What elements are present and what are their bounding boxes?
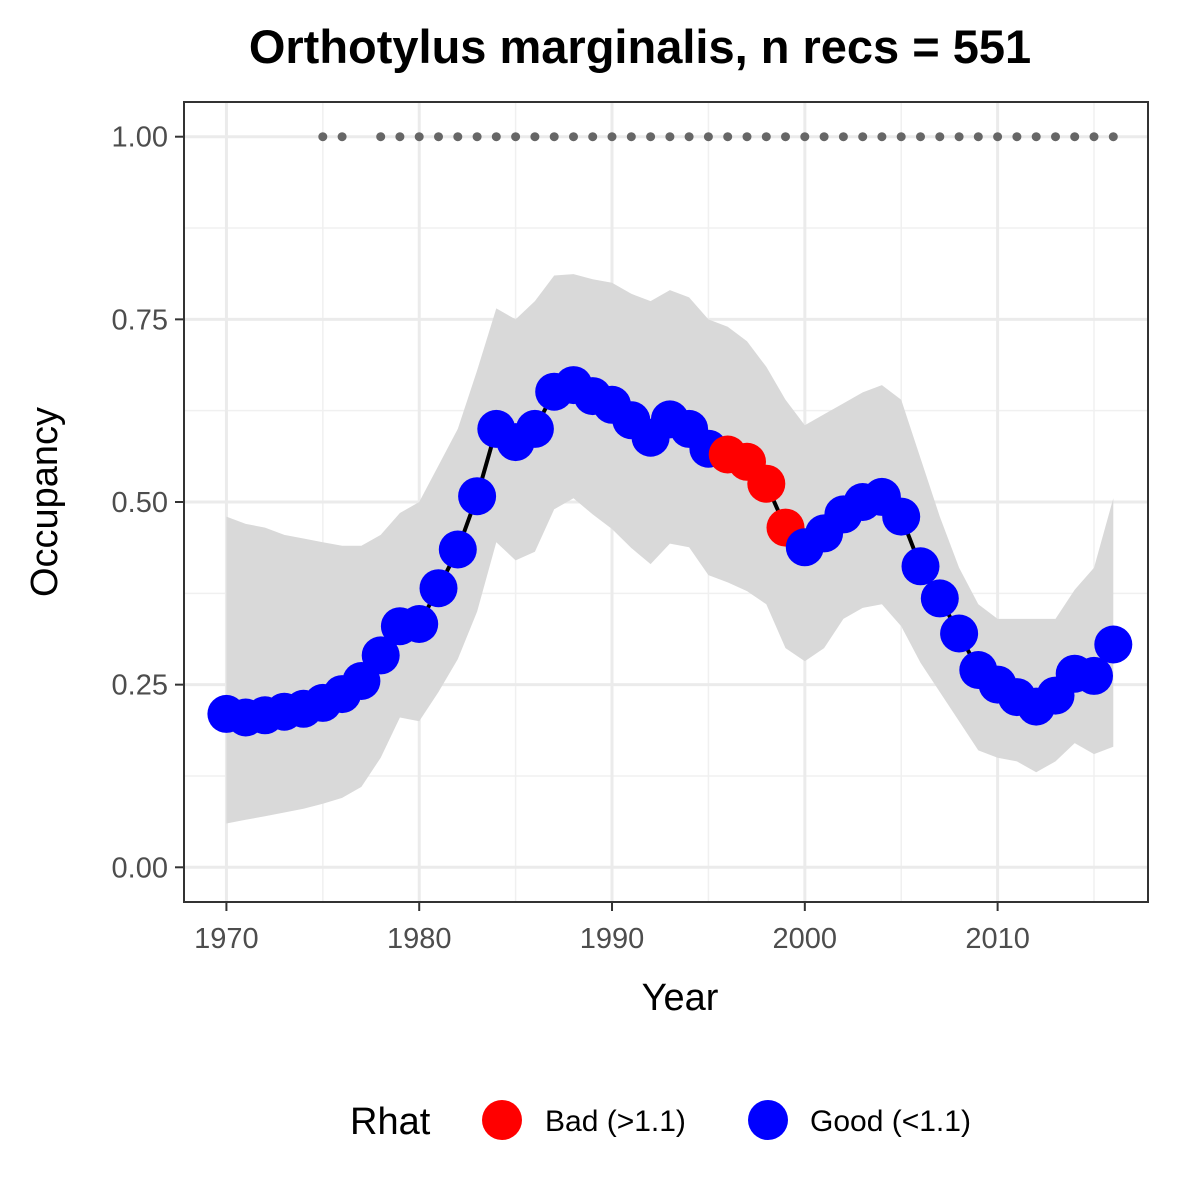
record-dot: [800, 132, 810, 142]
record-dot: [742, 132, 752, 142]
data-point-good: [882, 497, 921, 536]
legend-key-good: [748, 1100, 788, 1140]
record-dot: [1051, 132, 1060, 142]
y-axis: 0.00 0.25 0.50 0.75 1.00: [112, 122, 184, 884]
record-dot: [453, 132, 463, 142]
occupancy-points: [207, 366, 1133, 737]
data-point-good: [458, 477, 497, 516]
data-point-good: [400, 605, 439, 643]
record-dot: [703, 132, 713, 142]
record-dot: [973, 132, 983, 142]
y-tick-label: 0.50: [112, 487, 168, 519]
record-dot: [318, 132, 328, 142]
record-dot: [993, 132, 1003, 142]
record-dot: [588, 132, 598, 142]
legend-label-good: Good (<1.1): [810, 1105, 971, 1138]
record-dot: [1070, 132, 1080, 142]
data-point-good: [515, 409, 554, 448]
legend: Rhat Bad (>1.1) Good (<1.1): [350, 1100, 971, 1143]
record-dot: [1012, 132, 1022, 142]
record-dot: [530, 132, 540, 142]
y-tick-label: 0.25: [112, 670, 168, 702]
record-dot: [491, 132, 501, 142]
y-tick-label: 0.00: [112, 852, 168, 884]
legend-title: Rhat: [350, 1101, 431, 1143]
record-dot: [549, 132, 559, 142]
confidence-ribbon: [226, 274, 1114, 824]
record-dot: [337, 132, 347, 142]
record-dot: [607, 132, 617, 142]
record-dot: [858, 132, 868, 142]
data-point-good: [920, 579, 959, 618]
data-point-good: [940, 614, 979, 653]
record-dot: [376, 132, 386, 142]
legend-label-bad: Bad (>1.1): [545, 1105, 686, 1138]
x-axis-title: Year: [642, 977, 719, 1019]
data-point-good: [901, 547, 940, 586]
y-tick-label: 0.75: [112, 304, 168, 336]
record-dot: [896, 132, 906, 142]
chart-title: Orthotylus marginalis, n recs = 551: [249, 20, 1031, 73]
record-dot: [1031, 132, 1041, 142]
record-dot: [954, 132, 964, 142]
data-point-bad: [747, 464, 786, 503]
record-year-dots: [318, 132, 1118, 142]
legend-key-bad: [482, 1100, 522, 1140]
x-axis: 1970 1980 1990 2000 2010: [194, 902, 1030, 955]
record-dot: [1108, 132, 1118, 142]
record-dot: [626, 132, 636, 142]
y-axis-title: Occupancy: [24, 407, 66, 597]
data-point-good: [1094, 625, 1133, 664]
record-dot: [838, 132, 848, 142]
record-dot: [877, 132, 887, 142]
x-tick-label: 1990: [580, 923, 645, 955]
record-dot: [781, 132, 790, 142]
x-tick-label: 2000: [773, 923, 838, 955]
y-tick-label: 1.00: [112, 122, 168, 154]
data-point-good: [361, 636, 400, 675]
record-dot: [665, 132, 675, 142]
data-point-good: [438, 530, 477, 569]
data-point-good: [419, 569, 458, 608]
record-dot: [723, 132, 733, 142]
record-dot: [414, 132, 424, 142]
record-dot: [1089, 132, 1099, 142]
record-dot: [916, 132, 925, 142]
record-dot: [684, 132, 694, 142]
x-tick-label: 2010: [965, 923, 1030, 955]
record-dot: [434, 132, 443, 142]
record-dot: [569, 132, 578, 142]
record-dot: [395, 132, 405, 142]
record-dot: [935, 132, 945, 142]
record-dot: [511, 132, 521, 142]
record-dot: [761, 132, 771, 142]
record-dot: [472, 132, 482, 142]
record-dot: [646, 132, 656, 142]
data-point-good: [1075, 656, 1113, 695]
x-tick-label: 1970: [194, 923, 259, 955]
x-tick-label: 1980: [387, 923, 452, 955]
record-dot: [819, 132, 829, 142]
